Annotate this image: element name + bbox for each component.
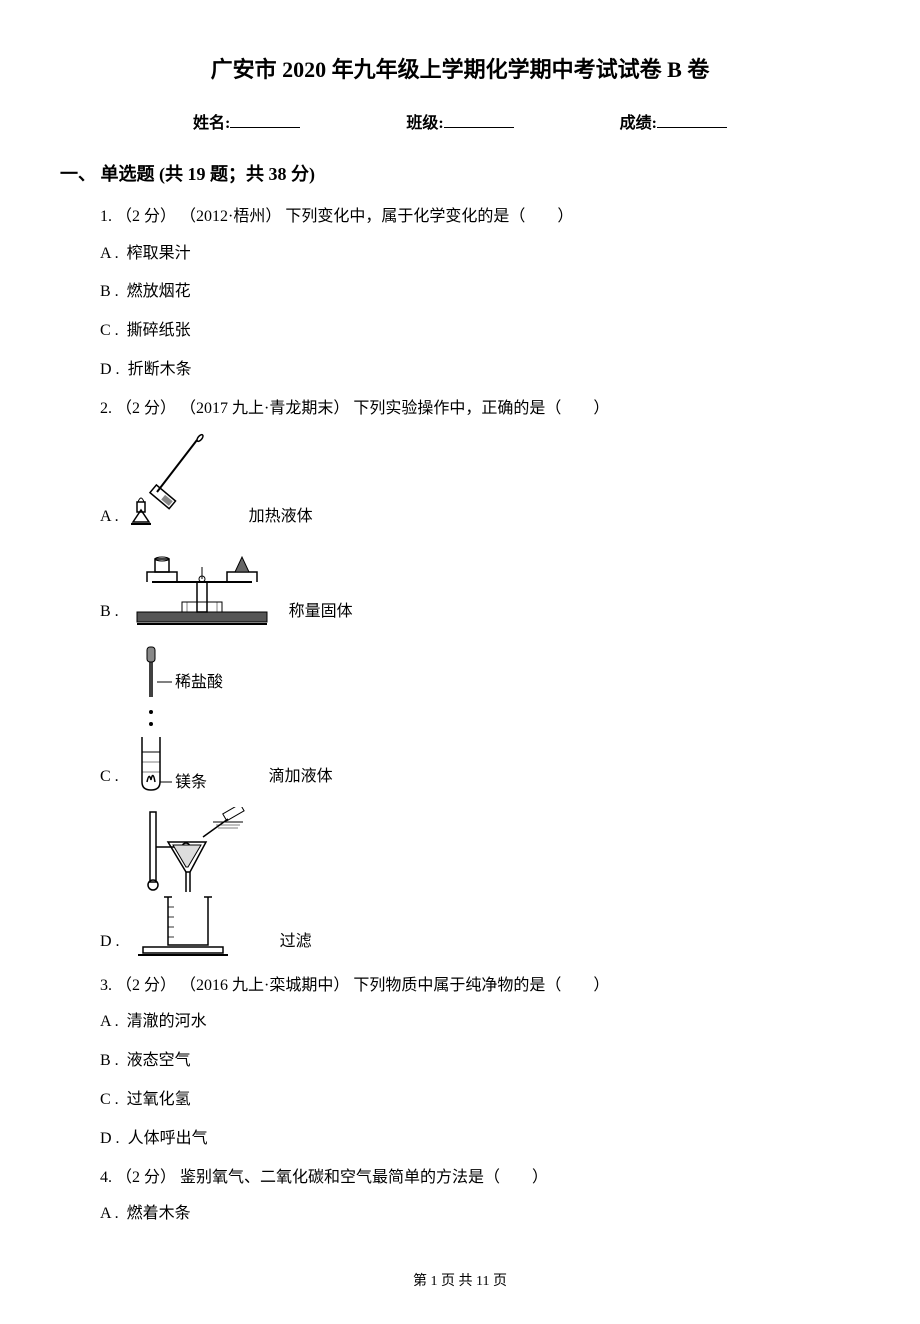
score-field: 成绩: [620, 110, 727, 139]
q1-option-b: B . 燃放烟花 [100, 278, 860, 307]
q2-opt-d-text: 过滤 [280, 928, 312, 957]
q1-opt-a-label: A . [100, 240, 119, 269]
exam-title: 广安市 2020 年九年级上学期化学期中考试试卷 B 卷 [60, 50, 860, 90]
q2-stem: 下列实验操作中，正确的是（ ） [353, 400, 609, 417]
question-3-text: 3. （2 分） （2016 九上·栾城期中） 下列物质中属于纯净物的是（ ） [100, 972, 860, 1001]
q2-option-a: A . 加热液体 [100, 432, 860, 532]
q1-option-d: D . 折断木条 [100, 356, 860, 385]
section-number: 一、 [60, 164, 96, 184]
q1-source: （2012·梧州） [180, 208, 281, 225]
heating-liquid-icon [127, 432, 237, 532]
question-3: 3. （2 分） （2016 九上·栾城期中） 下列物质中属于纯净物的是（ ） … [100, 972, 860, 1154]
q3-source: （2016 九上·栾城期中） [180, 977, 349, 994]
q3-option-d: D . 人体呼出气 [100, 1125, 860, 1154]
question-1: 1. （2 分） （2012·梧州） 下列变化中，属于化学变化的是（ ） A .… [100, 203, 860, 385]
dropper-label-mg: 镁条 [175, 773, 207, 791]
q2-option-b: B . 称量固体 [100, 547, 860, 627]
q1-stem: 下列变化中，属于化学变化的是（ ） [285, 208, 573, 225]
q2-num: 2. [100, 400, 112, 417]
q1-opt-c-label: C . [100, 317, 119, 346]
q1-opt-d-label: D . [100, 356, 120, 385]
q1-option-c: C . 撕碎纸张 [100, 317, 860, 346]
q2-opt-c-text: 滴加液体 [269, 763, 333, 792]
q4-points: （2 分） [116, 1169, 176, 1186]
section-detail: (共 19 题；共 38 分) [159, 164, 315, 184]
q3-points: （2 分） [116, 977, 176, 994]
q3-opt-d-label: D . [100, 1125, 120, 1154]
q2-opt-b-text: 称量固体 [289, 598, 353, 627]
balance-scale-icon [127, 547, 277, 627]
q3-option-b: B . 液态空气 [100, 1047, 860, 1076]
q4-opt-a-label: A . [100, 1200, 119, 1229]
name-field: 姓名: [193, 110, 300, 139]
q4-option-a: A . 燃着木条 [100, 1200, 860, 1229]
q1-opt-d-text: 折断木条 [128, 356, 192, 385]
q1-opt-a-text: 榨取果汁 [127, 240, 191, 269]
section-title: 单选题 [101, 164, 155, 184]
q3-num: 3. [100, 977, 112, 994]
q3-opt-c-label: C . [100, 1086, 119, 1115]
q1-opt-b-label: B . [100, 278, 119, 307]
q2-opt-b-label: B . [100, 598, 119, 627]
q3-option-c: C . 过氧化氢 [100, 1086, 860, 1115]
class-blank [444, 112, 514, 128]
question-2: 2. （2 分） （2017 九上·青龙期末） 下列实验操作中，正确的是（ ） … [100, 395, 860, 957]
q4-stem: 鉴别氧气、二氧化碳和空气最简单的方法是（ ） [180, 1169, 548, 1186]
q2-option-c: C . 稀盐酸 镁条 滴加液体 [100, 642, 860, 792]
name-blank [230, 112, 300, 128]
score-blank [657, 112, 727, 128]
q3-opt-a-label: A . [100, 1008, 119, 1037]
q3-opt-a-text: 清澈的河水 [127, 1008, 207, 1037]
q1-opt-c-text: 撕碎纸张 [127, 317, 191, 346]
name-label: 姓名: [193, 115, 230, 132]
question-1-text: 1. （2 分） （2012·梧州） 下列变化中，属于化学变化的是（ ） [100, 203, 860, 232]
score-label: 成绩: [620, 115, 657, 132]
filter-apparatus-icon [128, 807, 268, 957]
header-fields: 姓名: 班级: 成绩: [60, 110, 860, 139]
q4-num: 4. [100, 1169, 112, 1186]
q4-opt-a-text: 燃着木条 [127, 1200, 191, 1229]
q2-opt-d-label: D . [100, 928, 120, 957]
q1-points: （2 分） [116, 208, 176, 225]
q3-opt-d-text: 人体呼出气 [128, 1125, 208, 1154]
q3-opt-b-label: B . [100, 1047, 119, 1076]
q1-opt-b-text: 燃放烟花 [127, 278, 191, 307]
q2-source: （2017 九上·青龙期末） [180, 400, 349, 417]
q3-option-a: A . 清澈的河水 [100, 1008, 860, 1037]
q1-option-a: A . 榨取果汁 [100, 240, 860, 269]
page-footer: 第 1 页 共 11 页 [60, 1269, 860, 1294]
class-label: 班级: [406, 115, 443, 132]
q2-opt-c-label: C . [100, 763, 119, 792]
dropper-tube-icon: 稀盐酸 镁条 [127, 642, 257, 792]
dropper-label-acid: 稀盐酸 [175, 673, 223, 691]
q2-opt-a-label: A . [100, 503, 119, 532]
q2-option-d: D . [100, 807, 860, 957]
q3-opt-b-text: 液态空气 [127, 1047, 191, 1076]
section-header: 一、 单选题 (共 19 题；共 38 分) [60, 158, 860, 190]
class-field: 班级: [406, 110, 513, 139]
q2-opt-a-text: 加热液体 [249, 503, 313, 532]
question-4: 4. （2 分） 鉴别氧气、二氧化碳和空气最简单的方法是（ ） A . 燃着木条 [100, 1164, 860, 1230]
q2-points: （2 分） [116, 400, 176, 417]
question-4-text: 4. （2 分） 鉴别氧气、二氧化碳和空气最简单的方法是（ ） [100, 1164, 860, 1193]
q3-stem: 下列物质中属于纯净物的是（ ） [353, 977, 609, 994]
q1-num: 1. [100, 208, 112, 225]
q3-opt-c-text: 过氧化氢 [127, 1086, 191, 1115]
question-2-text: 2. （2 分） （2017 九上·青龙期末） 下列实验操作中，正确的是（ ） [100, 395, 860, 424]
